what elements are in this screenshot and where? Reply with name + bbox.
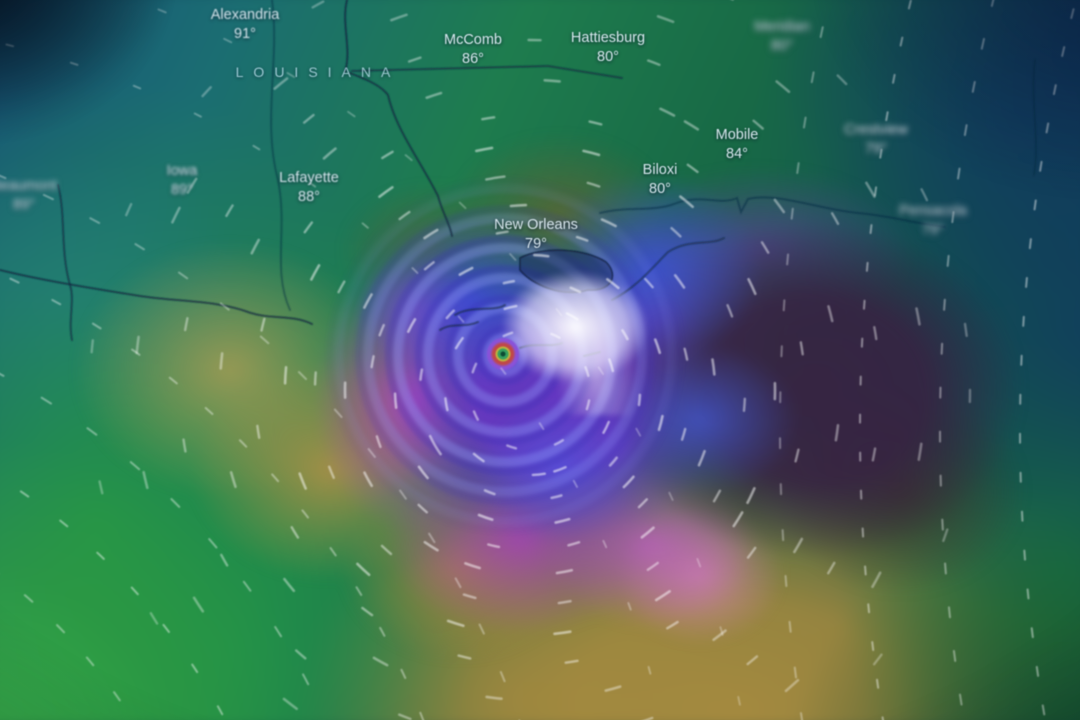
- city-label[interactable]: Pensacola 79°: [899, 202, 967, 240]
- city-label[interactable]: Hattiesburg 80°: [571, 29, 645, 67]
- city-temp: 89°: [13, 197, 35, 213]
- city-label[interactable]: New Orleans 79°: [494, 216, 578, 254]
- city-temp: 86°: [462, 51, 484, 67]
- city-label[interactable]: Alexandria 91°: [211, 6, 280, 44]
- city-temp: 91°: [234, 26, 256, 42]
- city-label[interactable]: McComb 86°: [444, 31, 502, 69]
- city-name: Biloxi: [642, 162, 678, 178]
- state-label-louisiana: LOUISIANA: [235, 64, 401, 80]
- city-temp: 79°: [922, 222, 944, 238]
- city-temp: 80°: [649, 181, 671, 197]
- city-temp: 88°: [298, 189, 320, 205]
- city-temp: 79°: [525, 236, 547, 252]
- city-name: Pensacola: [899, 203, 967, 219]
- city-label[interactable]: Iowa 89°: [167, 162, 198, 200]
- city-name: Hattiesburg: [570, 30, 646, 46]
- city-label[interactable]: Beaumont 89°: [0, 177, 57, 215]
- city-label[interactable]: Mobile 84°: [716, 126, 759, 164]
- city-name: New Orleans: [494, 217, 578, 233]
- city-temp: 79°: [865, 141, 887, 157]
- city-label[interactable]: Crestview 79°: [844, 121, 908, 159]
- city-name: Meridian: [754, 19, 810, 35]
- city-label[interactable]: Lafayette 88°: [279, 169, 339, 207]
- city-temp: 84°: [726, 146, 748, 162]
- city-name: Mobile: [715, 127, 759, 143]
- city-temp: 80°: [771, 38, 793, 54]
- city-name: McComb: [443, 32, 503, 48]
- city-name: Iowa: [166, 163, 198, 179]
- city-label[interactable]: Biloxi 80°: [643, 161, 678, 199]
- city-label[interactable]: Meridian 80°: [754, 18, 810, 56]
- city-name: Alexandria: [210, 7, 280, 23]
- city-name: Beaumont: [0, 178, 58, 194]
- city-name: Lafayette: [279, 170, 339, 186]
- city-temp: 80°: [597, 49, 619, 65]
- city-name: Crestview: [844, 122, 908, 138]
- city-temp: 89°: [171, 182, 193, 198]
